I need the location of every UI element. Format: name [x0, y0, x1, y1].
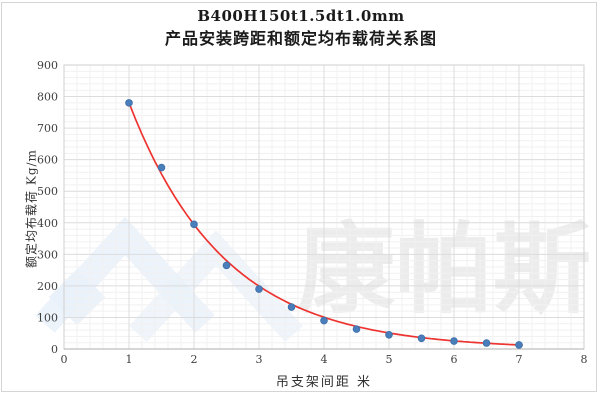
data-point	[222, 261, 231, 270]
data-point	[320, 316, 328, 325]
x-tick-label: 7	[516, 353, 523, 366]
x-tick-label: 4	[321, 353, 328, 366]
y-tick-label: 900	[37, 59, 58, 72]
y-tick-label: 800	[37, 91, 58, 104]
data-point	[125, 99, 133, 107]
y-axis-title: 额定均布载荷 Kg/m	[24, 149, 39, 268]
y-tick-label: 0	[51, 343, 58, 356]
y-tick-label: 200	[37, 280, 58, 293]
y-tick-label: 500	[37, 185, 58, 198]
data-point	[255, 285, 263, 293]
y-tick-label: 600	[37, 154, 58, 167]
x-tick-label: 3	[256, 353, 263, 366]
data-point	[352, 325, 361, 333]
data-point	[515, 341, 523, 349]
chart-title-line2: 产品安装跨距和额定均布载荷关系图	[164, 29, 437, 48]
data-point	[157, 163, 166, 172]
data-point	[450, 337, 458, 345]
x-tick-label: 6	[451, 353, 458, 366]
data-point	[417, 334, 426, 343]
y-tick-label: 300	[37, 248, 58, 261]
chart-title-line1: B400H150t1.5dt1.0mm	[197, 7, 405, 25]
data-point	[482, 339, 491, 347]
x-tick-label: 5	[386, 353, 393, 366]
y-tick-label: 700	[37, 122, 58, 135]
x-tick-label: 1	[126, 353, 133, 366]
x-tick-label: 2	[191, 353, 198, 366]
y-tick-label: 400	[37, 217, 58, 230]
watermark-text: 康帕斯	[297, 213, 591, 327]
y-tick-label: 100	[37, 311, 58, 324]
x-tick-label: 8	[581, 353, 588, 366]
data-point	[190, 220, 198, 229]
x-tick-label: 0	[61, 353, 68, 366]
data-point	[287, 303, 296, 311]
x-axis-title: 吊支架间距 米	[275, 375, 373, 390]
data-point	[385, 330, 393, 339]
